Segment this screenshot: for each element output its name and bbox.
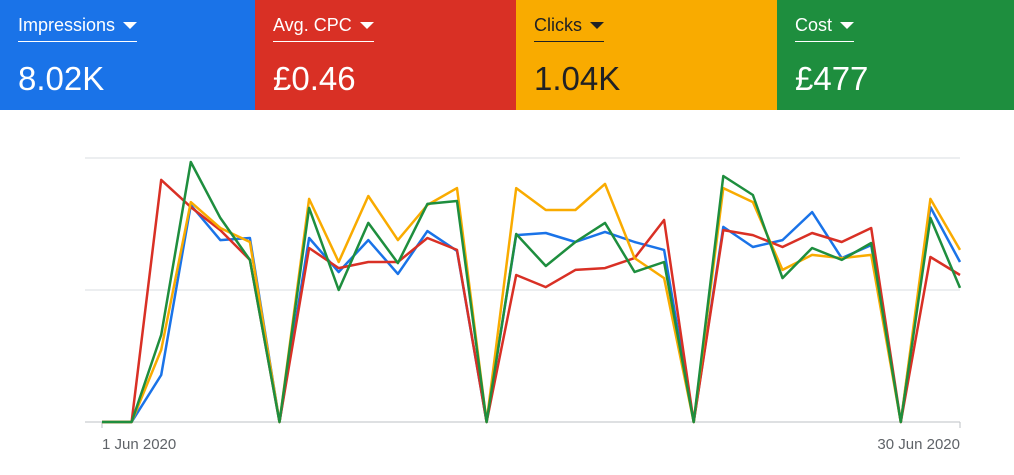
dropdown-arrow[interactable]: [359, 22, 374, 29]
metric-label: Impressions: [18, 15, 116, 35]
metric-value: 1.04K: [534, 60, 621, 97]
series-line: [102, 182, 962, 424]
metric-label: Cost: [795, 15, 833, 35]
metric-label: Avg. CPC: [273, 15, 352, 35]
metric-label: Clicks: [534, 15, 582, 35]
metric-tile: Impressions 8.02K: [0, 0, 255, 110]
metric-tile: Avg. CPC £0.46: [255, 0, 516, 110]
x-tick-label: 30 Jun 2020: [877, 436, 960, 453]
series-line: [102, 178, 961, 424]
dropdown-arrow[interactable]: [590, 22, 604, 29]
metric-selector[interactable]: Cost: [795, 15, 855, 42]
metric-selector[interactable]: Impressions: [18, 15, 138, 42]
metric-tile: Clicks 1.04K: [516, 0, 777, 110]
dropdown-arrow[interactable]: [123, 22, 138, 29]
chart: 1 Jun 2020 30 Jun 2020: [85, 157, 962, 453]
metric-value: £477: [795, 60, 869, 97]
x-tick-label: 1 Jun 2020: [102, 436, 176, 453]
metric-selector[interactable]: Avg. CPC: [273, 15, 374, 42]
metric-tiles: Impressions 8.02K Avg. CPC £0.46 Clicks 1.04K…: [0, 0, 1014, 110]
metric-value: 8.02K: [18, 60, 105, 97]
dropdown-arrow[interactable]: [840, 22, 855, 29]
metric-tile: Cost £477: [777, 0, 1014, 110]
series-line: [102, 160, 962, 424]
metric-selector[interactable]: Clicks: [534, 15, 604, 42]
metric-value: £0.46: [273, 60, 356, 97]
